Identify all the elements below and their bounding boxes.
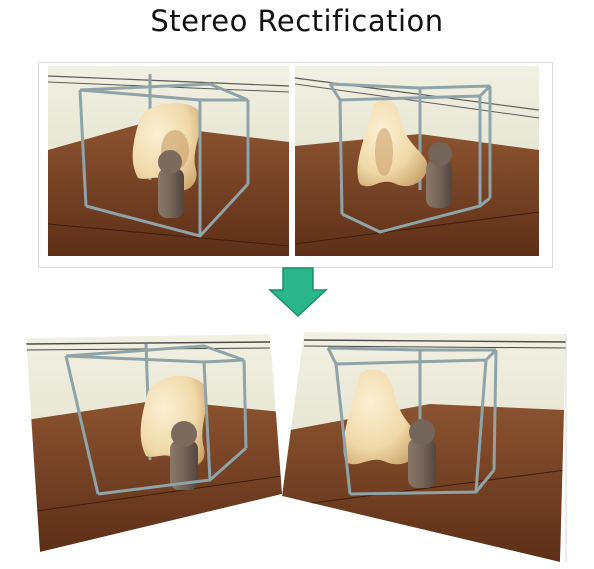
rectified-left-image xyxy=(26,334,282,552)
original-left-image xyxy=(48,66,289,256)
down-arrow-icon xyxy=(268,267,328,318)
rectified-right-image xyxy=(282,332,567,562)
original-right-image xyxy=(295,66,539,256)
page-title: Stereo Rectification xyxy=(150,4,444,38)
